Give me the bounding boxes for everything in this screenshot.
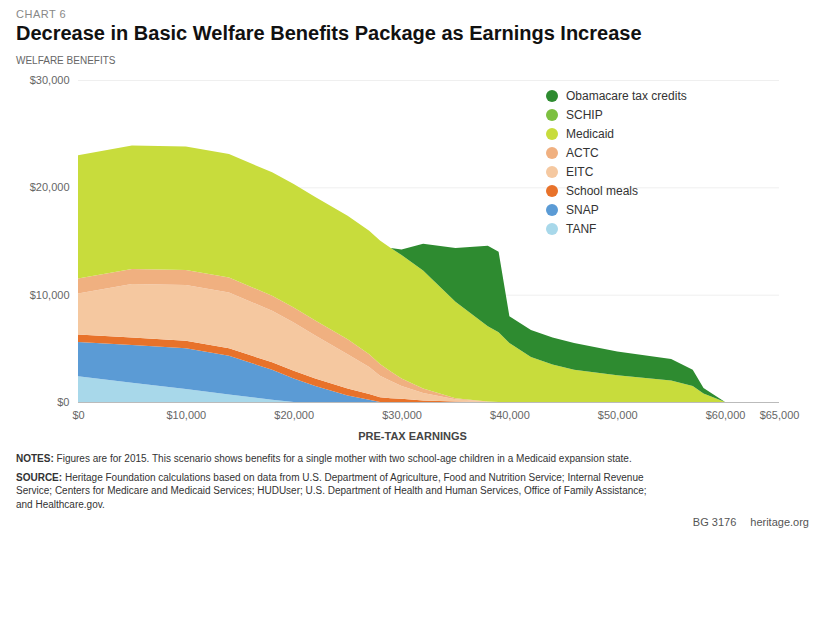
svg-text:$0: $0 [72, 409, 84, 421]
html-text:Obamacare tax credits: Obamacare tax credits [566, 88, 687, 103]
html-text:NOTES: Figures are for 2015. T: NOTES: Figures are for 2015. This scenar… [16, 453, 632, 464]
svg-text:$30,000: $30,000 [382, 409, 422, 421]
svg-text:$10,000: $10,000 [166, 409, 206, 421]
svg-text:$20,000: $20,000 [30, 181, 70, 193]
html-text:Medicaid: Medicaid [566, 126, 614, 141]
svg-text:$30,000: $30,000 [30, 74, 70, 86]
html-text:SCHIP: SCHIP [566, 107, 603, 122]
svg-text:$60,000: $60,000 [706, 409, 746, 421]
svg-text:$50,000: $50,000 [598, 409, 638, 421]
html-text:EITC: EITC [566, 164, 594, 179]
html-text:heritage.org: heritage.org [750, 516, 809, 528]
svg-text:$20,000: $20,000 [274, 409, 314, 421]
svg-text:$10,000: $10,000 [30, 289, 70, 301]
html-text:SNAP: SNAP [566, 202, 599, 217]
svg-text:$65,000: $65,000 [760, 409, 800, 421]
html-text:SOURCE: Heritage Foundation ca: SOURCE: Heritage Foundation calculations… [16, 471, 647, 510]
html-text:WELFARE BENEFITS: WELFARE BENEFITS [16, 55, 116, 66]
html-text:ACTC: ACTC [566, 145, 599, 160]
html-text:CHART 6: CHART 6 [16, 8, 67, 20]
svg-text:$0: $0 [57, 396, 69, 408]
svg-text:$40,000: $40,000 [490, 409, 530, 421]
html-text:TANF: TANF [566, 221, 597, 236]
html-text:PRE-TAX EARNINGS: PRE-TAX EARNINGS [358, 430, 467, 442]
html-text:School meals: School meals [566, 183, 638, 198]
html-text:Decrease in Basic Welfare Bene: Decrease in Basic Welfare Benefits Packa… [16, 22, 642, 44]
html-text:BG 3176: BG 3176 [692, 516, 737, 528]
